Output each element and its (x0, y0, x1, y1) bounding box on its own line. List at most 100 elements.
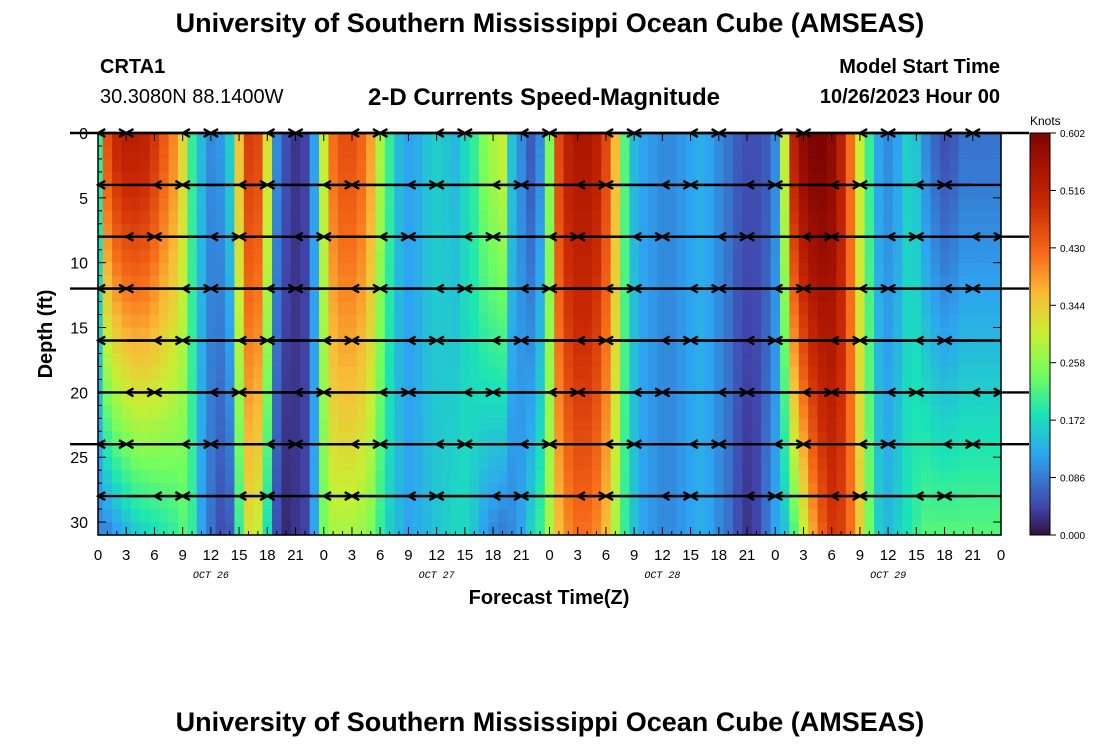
heatmap-cell (497, 223, 508, 238)
heatmap-cell (102, 431, 113, 445)
heatmap-cell (469, 133, 480, 147)
heatmap-cell (695, 379, 706, 393)
heatmap-cell (196, 236, 207, 251)
heatmap-cell (573, 470, 584, 484)
heatmap-cell (648, 392, 659, 406)
heatmap-cell (591, 340, 602, 355)
heatmap-cell (535, 457, 546, 471)
heatmap-cell (253, 184, 264, 199)
heatmap-cell (808, 379, 819, 393)
heatmap-cell (507, 431, 518, 445)
heatmap-cell (648, 457, 659, 471)
heatmap-cell (968, 366, 979, 380)
heatmap-cell (497, 470, 508, 484)
heatmap-cell (309, 522, 320, 536)
heatmap-cell (939, 288, 950, 303)
heatmap-cell (300, 275, 311, 290)
heatmap-cell (808, 314, 819, 329)
heatmap-cell (384, 171, 395, 186)
heatmap-cell (460, 171, 471, 186)
heatmap-cell (384, 418, 395, 432)
heatmap-cell (911, 470, 922, 484)
heatmap-cell (516, 262, 527, 277)
heatmap-cell (469, 470, 480, 484)
heatmap-cell (441, 418, 452, 432)
heatmap-cell (544, 262, 555, 277)
heatmap-cell (808, 223, 819, 238)
heatmap-cell (638, 171, 649, 186)
heatmap-cell (337, 496, 348, 510)
heatmap-cell (413, 379, 424, 393)
heatmap-cell (300, 392, 311, 406)
heatmap-cell (253, 301, 264, 316)
heatmap-cell (469, 275, 480, 290)
heatmap-cell (704, 496, 715, 510)
heatmap-cell (450, 133, 461, 147)
heatmap-cell (224, 444, 235, 458)
heatmap-cell (638, 288, 649, 303)
heatmap-cell (431, 158, 442, 173)
heatmap-cell (319, 145, 330, 160)
heatmap-cell (826, 210, 837, 225)
heatmap-cell (761, 262, 772, 277)
heatmap-cell (102, 133, 113, 147)
heatmap-cell (939, 249, 950, 264)
heatmap-cell (507, 145, 518, 160)
heatmap-cell (243, 197, 254, 212)
heatmap-cell (478, 418, 489, 432)
heatmap-cell (394, 353, 405, 368)
heatmap-cell (695, 236, 706, 251)
heatmap-cell (497, 340, 508, 355)
heatmap-cell (159, 249, 170, 264)
heatmap-cell (958, 288, 969, 303)
heatmap-cell (384, 249, 395, 264)
heatmap-cell (469, 392, 480, 406)
heatmap-cell (676, 210, 687, 225)
heatmap-cell (130, 249, 141, 264)
heatmap-cell (300, 379, 311, 393)
heatmap-cell (949, 522, 960, 536)
heatmap-cell (319, 197, 330, 212)
heatmap-cell (892, 483, 903, 497)
heatmap-cell (159, 223, 170, 238)
heatmap-cell (243, 418, 254, 432)
heatmap-cell (742, 509, 753, 523)
heatmap-cell (159, 275, 170, 290)
heatmap-cell (309, 379, 320, 393)
heatmap-cell (431, 171, 442, 186)
heatmap-cell (958, 509, 969, 523)
heatmap-cell (168, 392, 179, 406)
heatmap-cell (695, 496, 706, 510)
heatmap-cell (836, 301, 847, 316)
heatmap-cell (356, 392, 367, 406)
heatmap-cell (742, 301, 753, 316)
heatmap-cell (977, 327, 988, 342)
heatmap-cell (554, 340, 565, 355)
heatmap-cell (949, 133, 960, 147)
heatmap-cell (347, 470, 358, 484)
heatmap-cell (808, 509, 819, 523)
heatmap-cell (742, 470, 753, 484)
heatmap-cell (779, 158, 790, 173)
heatmap-cell (573, 158, 584, 173)
heatmap-cell (779, 496, 790, 510)
heatmap-cell (507, 184, 518, 199)
heatmap-cell (751, 301, 762, 316)
heatmap-cell (949, 379, 960, 393)
heatmap-cell (742, 418, 753, 432)
heatmap-cell (478, 405, 489, 419)
heatmap-cell (394, 288, 405, 303)
heatmap-cell (347, 379, 358, 393)
heatmap-cell (902, 431, 913, 445)
heatmap-cell (525, 470, 536, 484)
heatmap-cell (826, 366, 837, 380)
heatmap-cell (441, 444, 452, 458)
heatmap-cell (206, 392, 217, 406)
heatmap-cell (149, 483, 160, 497)
heatmap-cell (450, 184, 461, 199)
heatmap-cell (563, 171, 574, 186)
heatmap-cell (290, 457, 301, 471)
heatmap-cell (98, 223, 104, 238)
heatmap-cell (986, 184, 997, 199)
heatmap-cell (290, 301, 301, 316)
